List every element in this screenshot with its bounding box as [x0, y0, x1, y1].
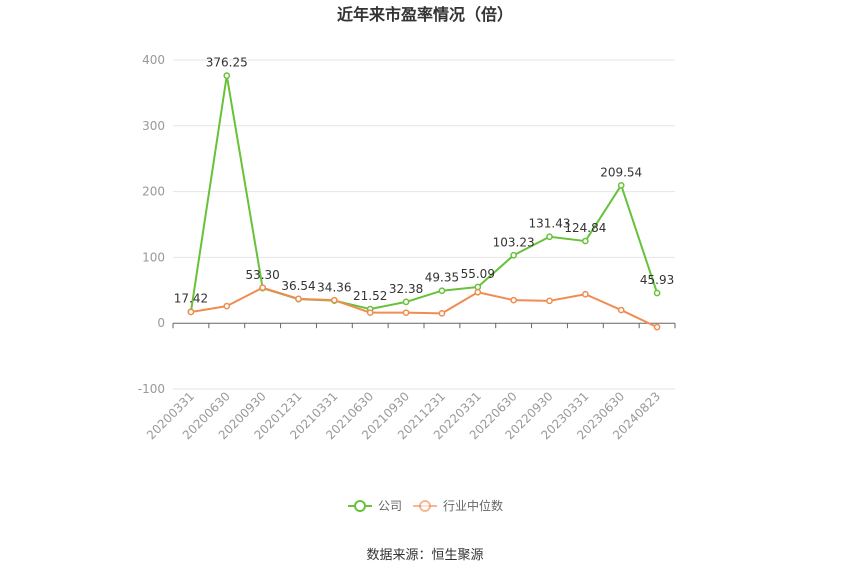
- data-point: [438, 309, 446, 317]
- data-label: 49.35: [425, 271, 459, 285]
- data-point: [510, 251, 517, 259]
- y-tick-label: 400: [142, 53, 165, 67]
- data-point: [438, 287, 446, 295]
- legend[interactable]: 公司 行业中位数: [348, 498, 503, 513]
- data-label: 55.09: [461, 267, 495, 281]
- data-point: [474, 283, 482, 291]
- data-point: [510, 296, 517, 304]
- data-point: [474, 288, 482, 296]
- y-tick-label: 100: [142, 250, 165, 264]
- data-label: 21.52: [353, 289, 387, 303]
- data-point: [582, 290, 589, 298]
- legend-label: 行业中位数: [443, 498, 503, 513]
- x-axis: 2020033120200630202009302020123120210331…: [144, 323, 676, 442]
- data-label: 36.54: [281, 279, 315, 293]
- data-point: [546, 297, 553, 305]
- series-line: [190, 286, 658, 329]
- data-point: [402, 309, 410, 317]
- data-label: 131.43: [529, 217, 571, 231]
- data-point: [223, 72, 231, 79]
- legend-label: 公司: [378, 499, 402, 513]
- data-label: 376.25: [206, 56, 248, 70]
- data-label: 45.93: [640, 273, 674, 287]
- legend-swatch-marker: [354, 500, 366, 512]
- data-label: 32.38: [389, 282, 423, 296]
- y-tick-label: 300: [142, 119, 165, 133]
- data-point: [546, 233, 553, 241]
- chart-title: 近年来市盈率情况（倍）: [337, 5, 513, 24]
- y-tick-label: 200: [142, 185, 165, 199]
- data-point: [617, 181, 625, 189]
- data-point: [331, 296, 338, 304]
- data-point: [223, 302, 231, 310]
- data-point: [582, 237, 589, 245]
- data-point: [653, 289, 661, 297]
- data-label: 209.54: [600, 165, 642, 179]
- legend-item[interactable]: 公司: [348, 499, 402, 513]
- data-label: 17.42: [174, 292, 208, 306]
- legend-item[interactable]: 行业中位数: [413, 498, 503, 513]
- data-label: 53.30: [245, 268, 279, 282]
- data-point: [402, 298, 410, 306]
- series-layer: [187, 72, 661, 331]
- source-note: 数据来源：恒生聚源: [366, 548, 483, 563]
- data-label: 103.23: [493, 235, 535, 249]
- y-tick-label: -100: [138, 382, 165, 396]
- data-point: [259, 284, 266, 292]
- y-axis: -100 0 100 200 300 400: [138, 53, 165, 396]
- legend-swatch-marker: [419, 500, 431, 512]
- data-point: [295, 295, 302, 303]
- data-point: [187, 308, 195, 316]
- data-label: 34.36: [317, 281, 351, 295]
- data-label: 124.84: [564, 221, 606, 235]
- data-point: [366, 309, 374, 317]
- y-tick-label: 0: [157, 316, 165, 330]
- data-point: [617, 306, 625, 314]
- data-point: [653, 323, 661, 331]
